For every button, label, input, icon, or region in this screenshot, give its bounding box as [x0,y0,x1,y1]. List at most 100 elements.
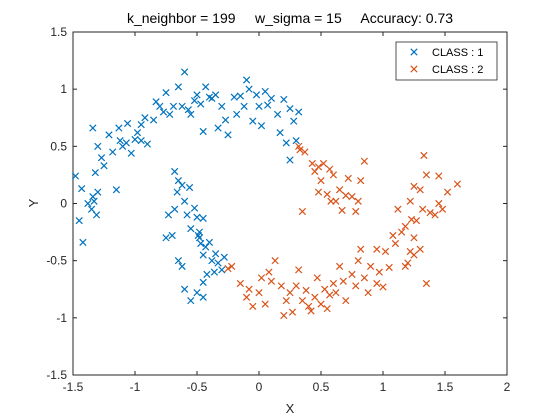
data-point-class-2 [357,245,365,253]
data-point-class-1 [195,228,204,236]
data-point-class-2 [354,197,362,205]
data-point-class-1 [183,211,191,219]
data-point-class-1 [187,297,195,305]
data-point-class-1 [131,135,139,144]
data-point-class-1 [187,110,195,118]
data-point-class-1 [221,116,230,124]
data-point-class-1 [187,225,195,233]
data-point-class-1 [133,128,142,137]
data-point-class-2 [301,148,309,156]
data-point-class-2 [311,293,319,301]
data-point-class-1 [290,117,298,125]
legend-marker-class-2 [410,65,418,73]
data-point-class-1 [162,88,170,97]
data-point-class-2 [292,282,300,290]
data-point-class-1 [178,262,186,271]
data-point-class-1 [156,102,164,110]
data-point-class-2 [373,279,381,288]
data-point-class-1 [180,285,189,293]
data-point-class-1 [282,139,290,147]
data-point-class-1 [173,188,181,196]
data-point-class-1 [89,124,97,132]
data-point-class-2 [389,231,397,240]
data-point-class-1 [280,95,288,104]
data-point-class-1 [159,108,168,116]
y-tick-labels: -1.5 -1 -0.5 0 0.5 1 1.5 [46,25,67,382]
x-tick-label: 1 [380,380,387,394]
data-point-class-2 [379,283,387,291]
data-point-class-1 [276,128,284,137]
data-point-class-2 [416,245,424,253]
legend-label-class-2: CLASS : 2 [432,64,483,76]
data-point-class-1 [171,167,179,176]
data-point-class-2 [373,245,381,253]
legend-marker-class-1 [410,48,418,56]
data-point-class-2 [298,297,307,305]
data-point-class-2 [360,157,369,165]
data-point-class-1 [97,154,106,162]
data-point-class-1 [185,183,194,192]
legend-box [395,41,498,81]
data-point-class-1 [220,253,228,261]
data-point-class-2 [249,302,257,311]
data-point-class-1 [141,114,149,122]
data-point-class-2 [394,205,402,213]
y-tick-label: 1.5 [50,25,67,39]
data-point-class-1 [149,116,158,124]
data-point-class-2 [307,307,315,315]
data-point-class-2 [314,163,323,171]
data-point-class-2 [453,180,462,188]
data-point-class-1 [190,204,199,212]
data-point-class-2 [295,266,303,274]
data-point-class-1 [242,76,251,84]
legend-marker-icon [410,48,418,56]
data-point-class-2 [401,262,409,271]
legend-label-class-1: CLASS : 1 [432,47,483,59]
data-point-class-1 [91,169,99,177]
data-point-class-1 [286,156,294,164]
data-point-class-1 [214,259,222,267]
data-point-class-2 [329,279,338,288]
data-point-class-2 [404,259,412,267]
data-point-class-1 [84,199,92,208]
data-point-class-1 [203,270,211,279]
data-point-class-2 [326,165,334,173]
data-point-class-2 [422,171,431,179]
data-point-class-2 [335,262,344,271]
data-point-class-1 [199,251,207,259]
x-tick-label: 2 [504,380,511,394]
data-point-class-1 [180,68,189,76]
data-point-class-2 [280,311,288,320]
data-point-class-2 [265,268,273,276]
plot-area [72,31,508,376]
data-point-class-2 [314,188,323,196]
data-point-class-1 [205,238,214,246]
data-point-class-2 [410,234,418,242]
data-point-class-2 [282,297,290,305]
data-point-class-1 [166,110,174,118]
data-point-class-2 [267,277,276,285]
data-point-class-1 [105,131,113,139]
data-point-class-2 [317,300,325,308]
data-point-class-1 [116,136,124,145]
data-point-class-2 [416,186,424,194]
data-point-class-1 [245,85,253,93]
data-point-class-1 [261,87,269,96]
data-point-class-2 [360,274,369,282]
data-point-class-2 [308,159,316,168]
data-point-class-2 [422,279,431,288]
y-tick-label: 1 [60,82,67,96]
data-point-class-1 [208,257,216,265]
data-point-class-1 [197,239,205,248]
data-point-class-2 [406,197,414,205]
data-point-class-1 [249,117,257,125]
data-point-class-2 [375,268,383,276]
x-tick-label: 0.5 [313,380,330,394]
chart-title: k_neighbor = 199 w_sigma = 15 Accuracy: … [127,10,453,26]
data-point-class-2 [311,167,319,176]
data-point-class-1 [197,100,205,108]
data-point-class-1 [202,83,210,91]
data-point-class-1 [233,110,241,118]
data-point-class-1 [94,142,102,150]
